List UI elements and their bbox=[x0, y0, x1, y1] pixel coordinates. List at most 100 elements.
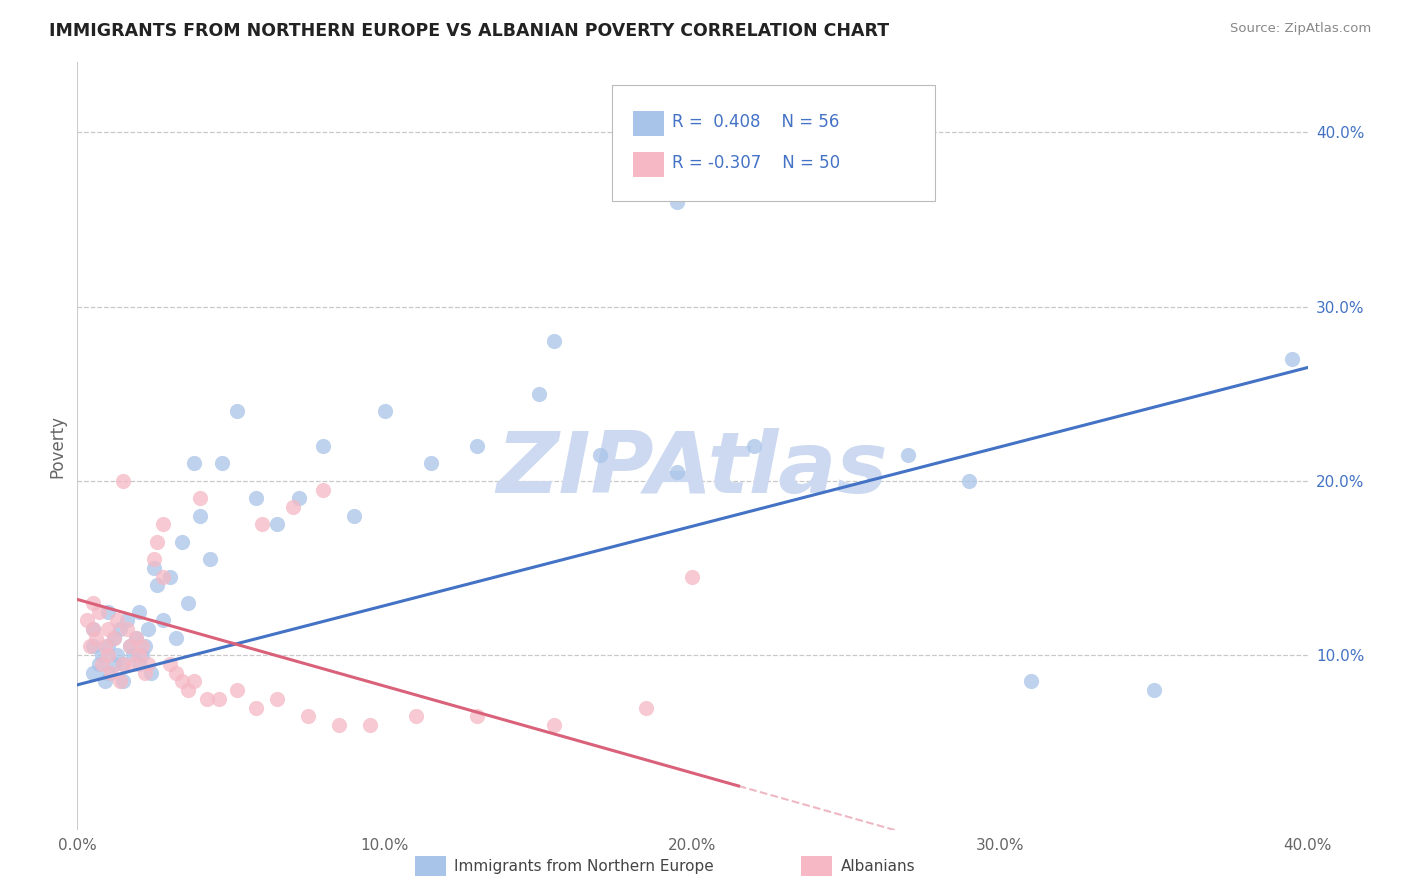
Point bbox=[527, 386, 550, 401]
Point bbox=[465, 709, 488, 723]
Text: R = -0.307    N = 50: R = -0.307 N = 50 bbox=[672, 154, 841, 172]
Point bbox=[90, 657, 114, 671]
Point bbox=[112, 657, 135, 671]
Point bbox=[115, 613, 138, 627]
Point bbox=[94, 674, 117, 689]
Point bbox=[128, 657, 150, 671]
Point bbox=[177, 683, 200, 698]
Point bbox=[152, 570, 174, 584]
Point bbox=[121, 657, 143, 671]
Point bbox=[1281, 351, 1303, 366]
Text: R =  0.408    N = 56: R = 0.408 N = 56 bbox=[672, 113, 839, 131]
Point bbox=[82, 622, 104, 636]
Point bbox=[226, 683, 249, 698]
Point bbox=[105, 648, 128, 663]
Point bbox=[1143, 683, 1166, 698]
Point bbox=[183, 674, 205, 689]
Point bbox=[589, 448, 612, 462]
Y-axis label: Poverty: Poverty bbox=[48, 415, 66, 477]
Point bbox=[170, 674, 193, 689]
Point bbox=[143, 561, 166, 575]
Point bbox=[198, 552, 221, 566]
Point bbox=[188, 508, 212, 523]
Point bbox=[97, 640, 120, 654]
Point bbox=[112, 657, 135, 671]
Point bbox=[183, 457, 205, 471]
Point bbox=[90, 648, 114, 663]
Point bbox=[146, 534, 169, 549]
Point bbox=[682, 570, 704, 584]
Point bbox=[118, 640, 141, 654]
Point bbox=[245, 491, 267, 506]
Point bbox=[97, 648, 120, 663]
Point bbox=[97, 665, 120, 680]
Point bbox=[195, 691, 218, 706]
Point bbox=[97, 622, 120, 636]
Point bbox=[141, 665, 163, 680]
Point bbox=[465, 439, 488, 453]
Point bbox=[121, 648, 143, 663]
Point bbox=[152, 613, 174, 627]
Point bbox=[188, 491, 212, 506]
Point bbox=[79, 640, 101, 654]
Point bbox=[128, 605, 150, 619]
Text: ZIPAtlas: ZIPAtlas bbox=[496, 427, 889, 510]
Point bbox=[103, 657, 125, 671]
Point bbox=[125, 631, 148, 645]
Point bbox=[636, 700, 658, 714]
Point bbox=[742, 439, 765, 453]
Point bbox=[297, 709, 319, 723]
Point bbox=[100, 665, 122, 680]
Point bbox=[87, 657, 110, 671]
Point bbox=[312, 439, 335, 453]
Point bbox=[1019, 674, 1042, 689]
Point bbox=[110, 622, 132, 636]
Point bbox=[87, 605, 110, 619]
Point bbox=[103, 631, 125, 645]
Text: Albanians: Albanians bbox=[841, 859, 915, 873]
Point bbox=[543, 334, 565, 349]
Point bbox=[420, 457, 443, 471]
Point bbox=[281, 500, 304, 514]
Point bbox=[134, 640, 156, 654]
Point bbox=[405, 709, 427, 723]
Point bbox=[897, 448, 920, 462]
Point bbox=[245, 700, 267, 714]
Point bbox=[543, 718, 565, 732]
Point bbox=[312, 483, 335, 497]
Point bbox=[208, 691, 231, 706]
Point bbox=[82, 622, 104, 636]
Point bbox=[266, 517, 288, 532]
Point bbox=[152, 517, 174, 532]
Text: Immigrants from Northern Europe: Immigrants from Northern Europe bbox=[454, 859, 714, 873]
Point bbox=[115, 622, 138, 636]
Point bbox=[128, 648, 150, 663]
Point bbox=[374, 404, 396, 418]
Point bbox=[134, 665, 156, 680]
Point bbox=[211, 457, 233, 471]
Point bbox=[177, 596, 200, 610]
Text: IMMIGRANTS FROM NORTHERN EUROPE VS ALBANIAN POVERTY CORRELATION CHART: IMMIGRANTS FROM NORTHERN EUROPE VS ALBAN… bbox=[49, 22, 890, 40]
Point bbox=[165, 631, 187, 645]
Point bbox=[76, 613, 98, 627]
Point bbox=[82, 640, 104, 654]
Point bbox=[136, 657, 159, 671]
Point bbox=[666, 194, 689, 209]
Point bbox=[328, 718, 350, 732]
Point bbox=[131, 648, 153, 663]
Point bbox=[143, 552, 166, 566]
Point bbox=[159, 570, 181, 584]
Point bbox=[288, 491, 311, 506]
Point bbox=[82, 596, 104, 610]
Point bbox=[84, 631, 107, 645]
Point bbox=[125, 631, 148, 645]
Point bbox=[250, 517, 273, 532]
Point bbox=[159, 657, 181, 671]
Point bbox=[94, 640, 117, 654]
Point bbox=[136, 622, 159, 636]
Point bbox=[266, 691, 288, 706]
Point bbox=[131, 640, 153, 654]
Point bbox=[957, 474, 980, 488]
Point bbox=[112, 674, 135, 689]
Point bbox=[110, 674, 132, 689]
